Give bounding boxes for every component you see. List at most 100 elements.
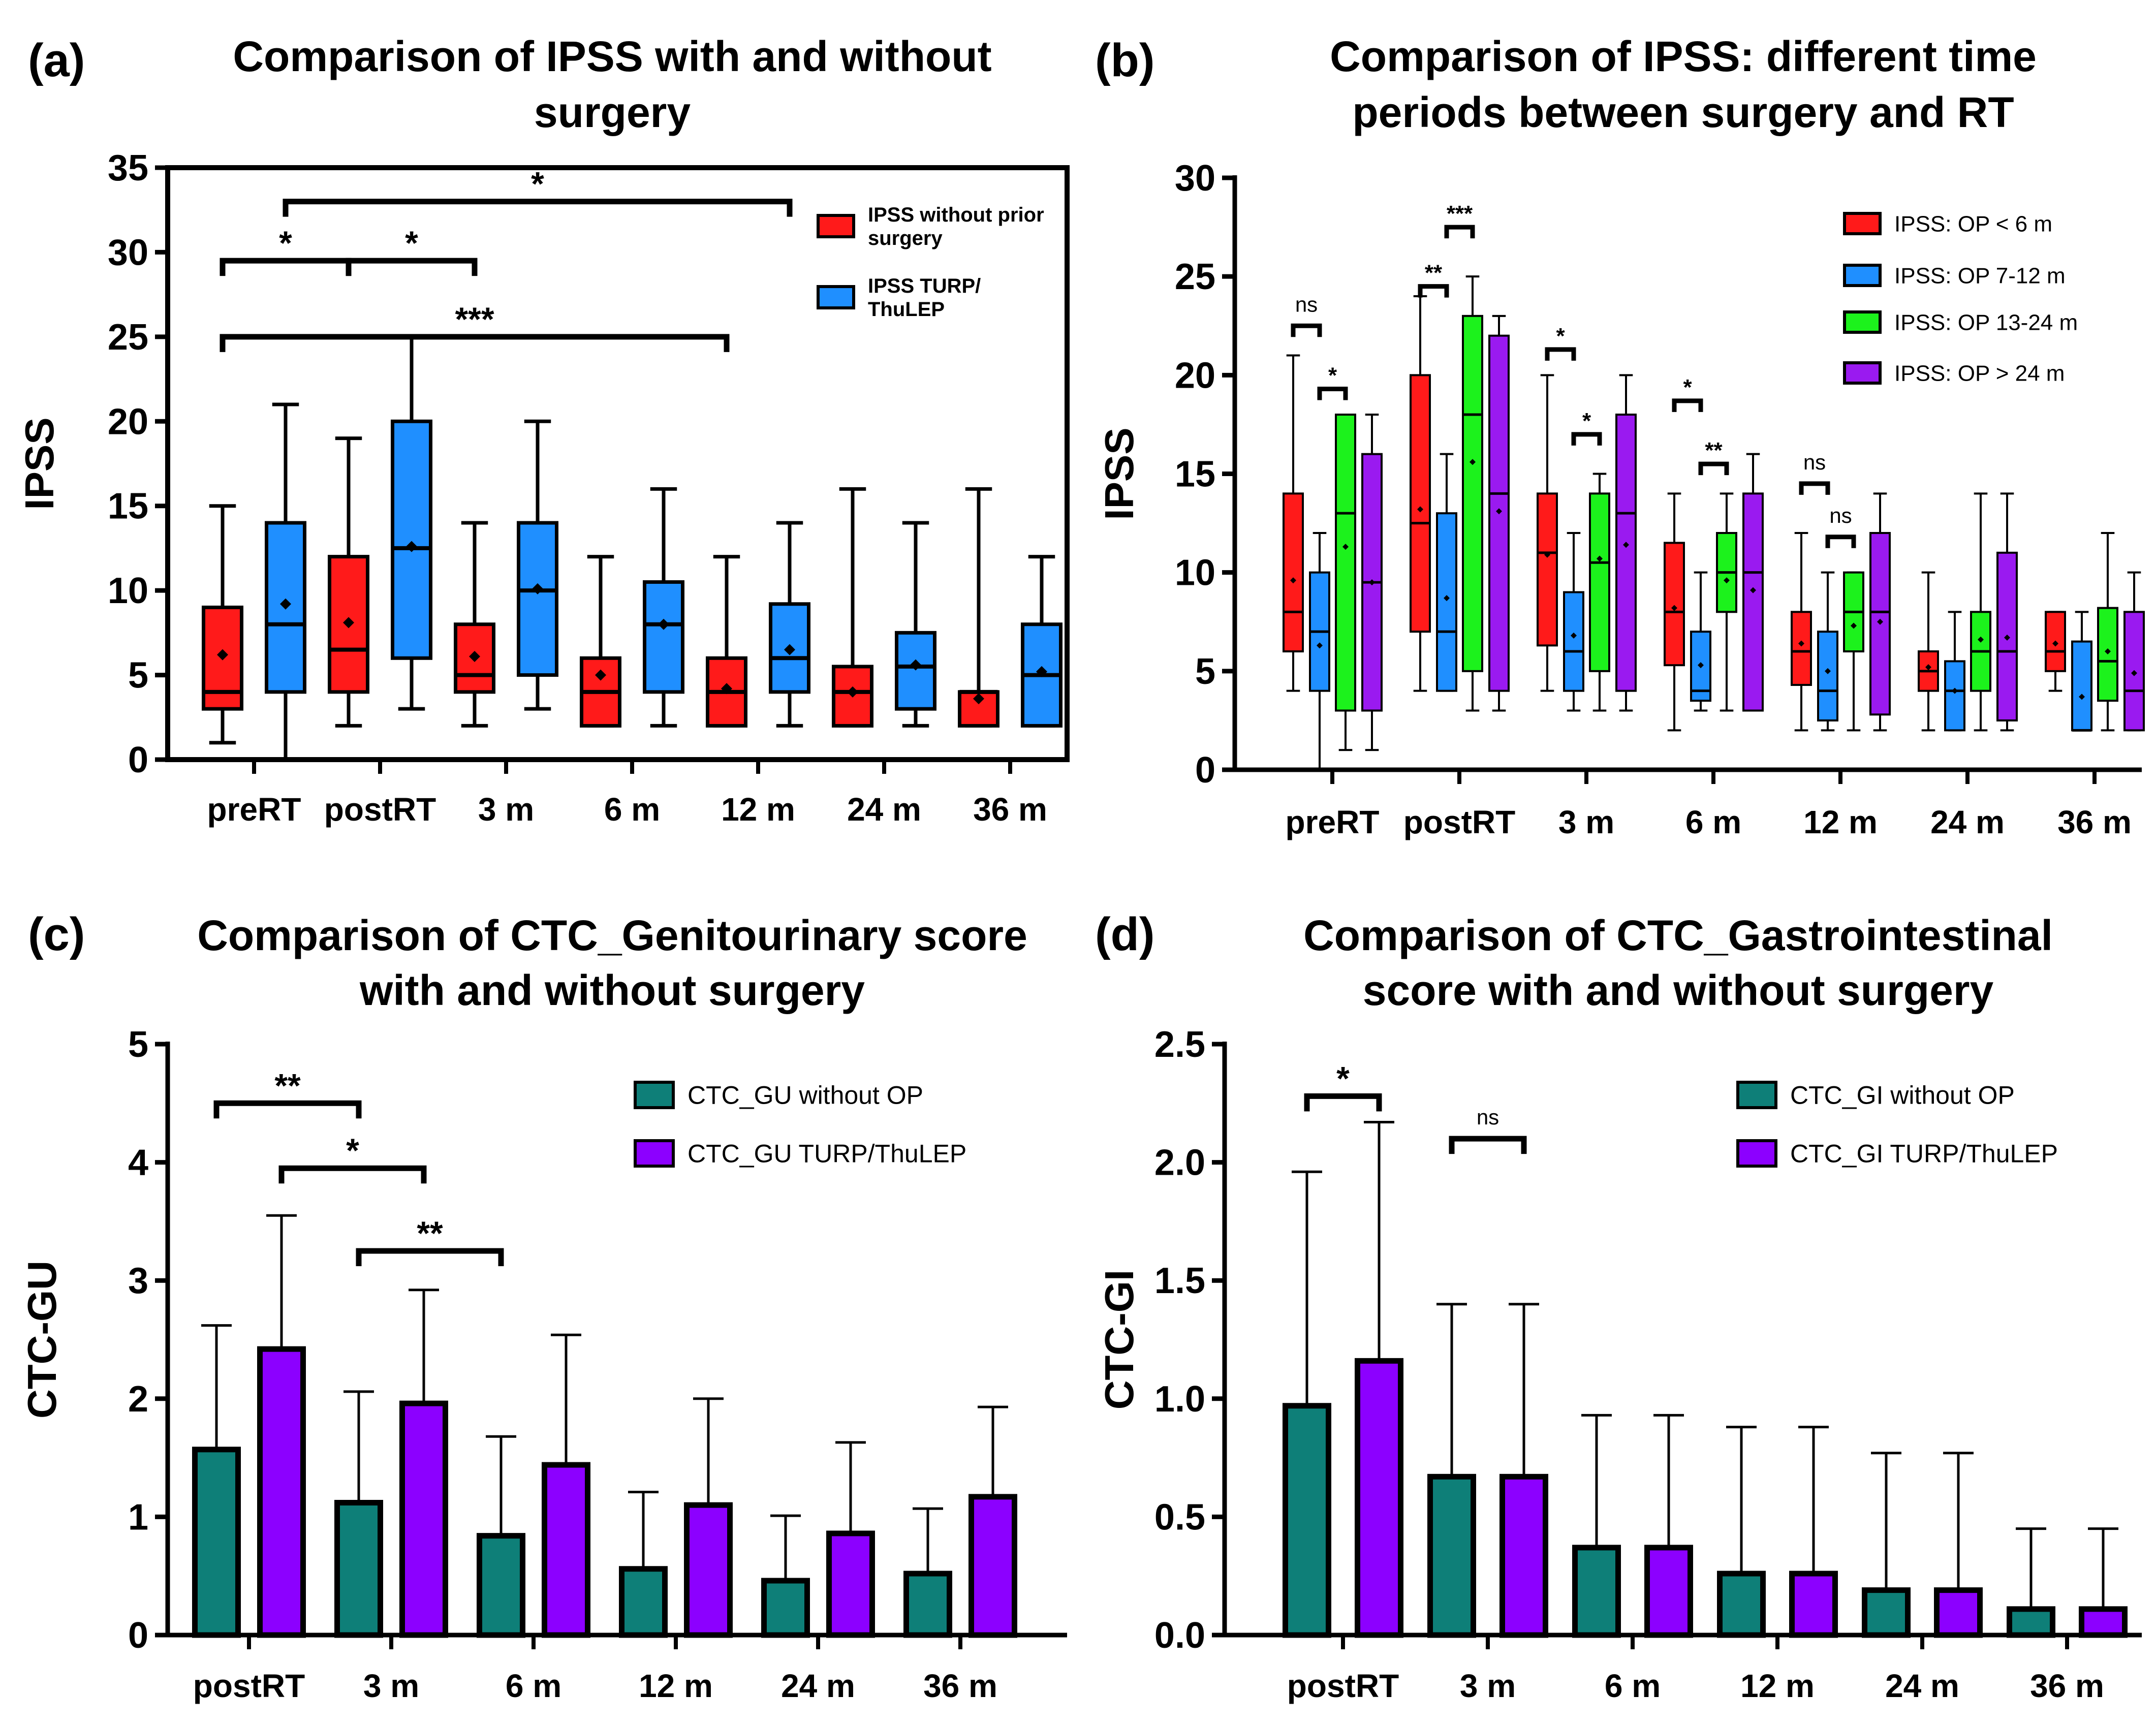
significance-label: ** bbox=[417, 1214, 443, 1252]
box bbox=[1615, 414, 1637, 692]
bar bbox=[619, 1566, 668, 1638]
bar bbox=[1283, 1403, 1331, 1638]
box bbox=[1335, 414, 1356, 712]
significance-label: ** bbox=[274, 1066, 301, 1104]
bar bbox=[1355, 1358, 1403, 1638]
significance-bracket bbox=[1418, 284, 1449, 298]
mean-marker bbox=[1671, 605, 1677, 611]
y-tick-label: 25 bbox=[1175, 257, 1215, 297]
mean-marker bbox=[721, 683, 732, 695]
x-tick-label: 6 m bbox=[1685, 804, 1741, 840]
x-tick-label: 24 m bbox=[847, 791, 921, 828]
bar bbox=[1644, 1545, 1693, 1638]
y-tick-label: 5 bbox=[1195, 651, 1215, 692]
mean-marker bbox=[2079, 694, 2085, 700]
significance-label: ns bbox=[1803, 450, 1826, 474]
box bbox=[643, 580, 684, 694]
bar bbox=[1572, 1545, 1621, 1638]
bar bbox=[2079, 1606, 2128, 1638]
box bbox=[1817, 631, 1838, 721]
bar bbox=[761, 1578, 810, 1638]
x-tick-label: 12 m bbox=[1740, 1668, 1815, 1704]
bar bbox=[477, 1533, 525, 1638]
y-tick-label: 35 bbox=[108, 148, 148, 189]
mean-marker bbox=[1544, 551, 1550, 558]
x-tick-label: 36 m bbox=[2030, 1668, 2104, 1704]
x-tick-label: postRT bbox=[1287, 1668, 1399, 1704]
y-tick-label: 30 bbox=[108, 232, 148, 273]
bar bbox=[968, 1494, 1017, 1638]
significance-bracket bbox=[220, 258, 352, 276]
box bbox=[1410, 374, 1431, 633]
y-tick-label: 25 bbox=[108, 317, 148, 358]
significance-bracket bbox=[283, 199, 793, 217]
mean-marker bbox=[1978, 636, 1984, 643]
significance-bracket bbox=[1291, 323, 1322, 337]
legend-swatch bbox=[1843, 212, 1882, 235]
significance-label: * bbox=[346, 1132, 359, 1169]
mean-marker bbox=[1798, 640, 1804, 647]
y-tick-label: 2.0 bbox=[1154, 1143, 1205, 1183]
box bbox=[1462, 315, 1483, 672]
y-tick-label: 20 bbox=[1175, 355, 1215, 396]
mean-marker bbox=[2131, 670, 2137, 676]
mean-marker bbox=[1342, 544, 1349, 550]
significance-label: * bbox=[1556, 324, 1565, 349]
y-tick-label: 4 bbox=[128, 1143, 148, 1183]
y-axis-label: IPSS bbox=[17, 417, 62, 510]
mean-marker bbox=[1724, 577, 1730, 584]
mean-marker bbox=[1952, 687, 1958, 694]
x-tick-label: 3 m bbox=[1460, 1668, 1516, 1704]
significance-bracket bbox=[1698, 461, 1729, 476]
mean-marker bbox=[343, 617, 354, 629]
mean-marker bbox=[469, 650, 480, 662]
x-tick-label: 3 m bbox=[478, 791, 534, 828]
significance-bracket bbox=[278, 1165, 427, 1184]
chart-title: Comparison of IPSS with and without bbox=[233, 33, 991, 80]
chart-title: Comparison of CTC_Gastrointestinal bbox=[1303, 912, 2053, 959]
legend-swatch bbox=[634, 1139, 675, 1168]
y-tick-label: 1.5 bbox=[1154, 1261, 1205, 1301]
box bbox=[1742, 492, 1764, 712]
significance-label: *** bbox=[455, 300, 494, 338]
bar bbox=[542, 1462, 590, 1638]
panel-a: (a) Comparison of IPSS with and without su… bbox=[17, 33, 1070, 828]
y-tick-label: 2 bbox=[128, 1379, 148, 1420]
mean-marker bbox=[1036, 666, 1047, 677]
legend-label: CTC_GI TURP/ThuLEP bbox=[1790, 1140, 2058, 1168]
mean-marker bbox=[217, 649, 228, 661]
y-tick-label: 1.0 bbox=[1154, 1379, 1205, 1420]
x-tick-label: postRT bbox=[1403, 804, 1515, 840]
y-tick-label: 3 bbox=[128, 1261, 148, 1301]
legend-swatch bbox=[817, 285, 855, 309]
significance-label: ns bbox=[1477, 1105, 1499, 1129]
panel-label: (a) bbox=[28, 35, 85, 86]
x-tick-label: 6 m bbox=[604, 791, 660, 828]
mean-marker bbox=[1571, 632, 1577, 639]
mean-marker bbox=[280, 598, 291, 610]
y-tick-label: 0.5 bbox=[1154, 1497, 1205, 1537]
x-tick-label: 36 m bbox=[923, 1668, 997, 1704]
significance-bracket bbox=[1304, 1093, 1382, 1112]
mean-marker bbox=[1851, 622, 1857, 629]
bar bbox=[2007, 1606, 2055, 1638]
y-tick-label: 0 bbox=[128, 1615, 148, 1656]
chart-title: periods between surgery and RT bbox=[1352, 88, 2014, 136]
x-tick-label: 3 m bbox=[1558, 804, 1614, 840]
mean-marker bbox=[2004, 634, 2010, 641]
significance-label: ns bbox=[1829, 504, 1852, 527]
bar bbox=[1789, 1571, 1838, 1638]
significance-bracket bbox=[220, 334, 730, 352]
significance-label: ** bbox=[1425, 261, 1443, 286]
x-tick-label: 24 m bbox=[1885, 1668, 1959, 1704]
legend-swatch bbox=[1843, 264, 1882, 287]
significance-label: *** bbox=[1447, 201, 1473, 226]
box bbox=[1283, 492, 1304, 652]
mean-marker bbox=[406, 541, 417, 552]
y-tick-label: 5 bbox=[128, 1024, 148, 1065]
mean-marker bbox=[1623, 542, 1629, 548]
significance-label: * bbox=[405, 224, 418, 262]
box bbox=[517, 521, 558, 677]
box bbox=[2071, 640, 2092, 732]
